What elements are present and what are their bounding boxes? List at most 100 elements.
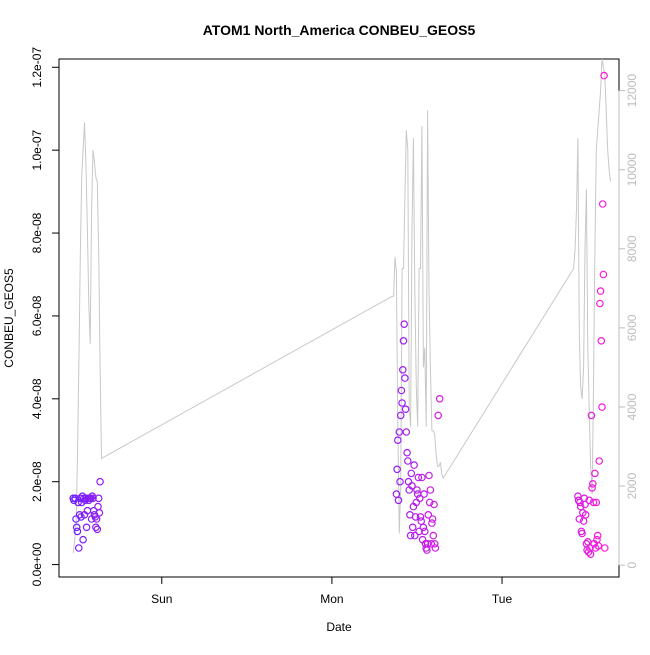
y-tick-label: 4.0e-08 [30, 378, 44, 419]
data-point [408, 481, 416, 490]
data-point [92, 523, 100, 532]
x-tick-label: Tue [492, 592, 513, 606]
data-point [583, 537, 592, 546]
data-point [411, 513, 420, 521]
data-point [600, 544, 609, 552]
data-point [413, 486, 421, 494]
data-point [575, 515, 584, 523]
data-point [415, 527, 423, 536]
data-point [592, 498, 601, 507]
data-point [425, 471, 433, 480]
data-point [425, 498, 434, 507]
axes-layer: Sun Mon Tue 0.0e+00 2.0e-08 4.0e-08 6.0e-08 8.0… [30, 47, 639, 606]
data-point [435, 394, 444, 403]
data-point [581, 500, 589, 509]
data-point [72, 523, 81, 532]
data-point [418, 473, 426, 482]
data-point [428, 519, 436, 527]
y-right-tick-label: 12000 [625, 74, 639, 108]
data-point [434, 411, 443, 420]
data-point [416, 513, 425, 521]
data-point [404, 477, 413, 486]
y-tick-label: 6.0e-08 [30, 295, 44, 336]
data-point [406, 531, 415, 540]
chart-title: ATOM1 North_America CONBEU_GEOS5 [203, 22, 476, 38]
data-point [430, 539, 439, 548]
data-point [415, 494, 424, 503]
data-point [594, 542, 603, 550]
data-point [400, 320, 409, 329]
data-point [596, 299, 604, 308]
data-point [599, 270, 608, 279]
x-tick-label: Sun [151, 592, 172, 606]
y-right-tick-label: 4000 [625, 393, 639, 420]
data-point [73, 527, 82, 536]
data-point [595, 457, 604, 465]
data-point [423, 539, 432, 548]
y-right-tick-label: 0 [625, 561, 639, 568]
data-point [587, 411, 596, 420]
data-point [93, 525, 102, 534]
data-point [414, 473, 423, 482]
y-tick-label: 1.2e-07 [30, 47, 44, 88]
y-tick-label: 1.0e-07 [30, 129, 44, 170]
data-point [401, 405, 410, 414]
data-point [429, 531, 438, 540]
data-point [597, 336, 606, 345]
data-point [395, 428, 404, 436]
data-point [393, 465, 401, 474]
data-point [94, 494, 103, 503]
data-point [403, 448, 411, 457]
data-point [410, 531, 419, 540]
data-point [586, 550, 595, 559]
y-right-tick-label: 6000 [625, 314, 639, 341]
data-point [76, 494, 85, 503]
plot-frame [58, 58, 620, 578]
data-point [397, 386, 406, 395]
y-tick-label: 0.0e+00 [30, 542, 44, 586]
altitude-line-layer [72, 58, 611, 554]
data-point [408, 523, 417, 532]
data-point [94, 502, 102, 511]
data-point [424, 510, 433, 519]
x-tick-label: Mon [320, 592, 343, 606]
data-point [394, 496, 403, 505]
data-point [96, 477, 104, 486]
data-point [393, 436, 402, 445]
data-point [589, 498, 598, 507]
data-point [417, 517, 426, 525]
data-point [74, 498, 82, 507]
data-point [588, 484, 596, 492]
data-point [419, 523, 428, 532]
data-point [403, 457, 412, 465]
data-point [591, 469, 599, 478]
data-point [600, 71, 608, 80]
data-point [89, 494, 97, 503]
y-tick-label: 8.0e-08 [30, 212, 44, 253]
data-point [396, 411, 405, 420]
data-point [588, 479, 597, 488]
data-point [420, 527, 429, 536]
data-point [598, 200, 607, 208]
data-point [92, 515, 101, 523]
data-point [396, 477, 404, 486]
data-point [399, 336, 408, 345]
data-point [431, 544, 440, 552]
data-point [420, 490, 428, 498]
data-point [578, 529, 586, 538]
data-point [426, 486, 435, 494]
data-point [407, 469, 416, 478]
data-point [75, 544, 83, 552]
data-point [95, 508, 104, 517]
data-point [427, 539, 436, 548]
data-point [584, 548, 593, 556]
data-point [593, 531, 602, 540]
y-axis-label: CONBEU_GEOS5 [2, 268, 16, 368]
y-right-tick-label: 10000 [625, 153, 639, 187]
data-point [410, 461, 418, 469]
data-point [402, 428, 411, 436]
data-points-layer [69, 71, 609, 559]
data-point [79, 535, 87, 544]
altitude-line [72, 58, 611, 554]
